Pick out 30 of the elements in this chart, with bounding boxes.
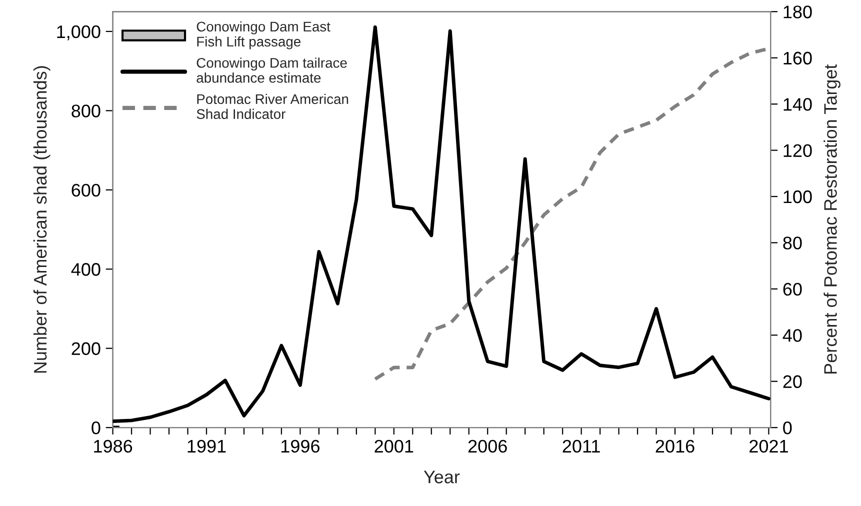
y-tick-label: 0 xyxy=(92,422,100,434)
legend-label: Potomac River American Shad Indicator xyxy=(196,94,348,120)
y-tick-label: 1,000 xyxy=(57,25,100,40)
x-tick-label: 2006 xyxy=(468,440,507,453)
x-tick-label: 2011 xyxy=(562,440,600,453)
x-tick-label: 2016 xyxy=(656,440,694,453)
y2-tick-label: 20 xyxy=(783,375,802,388)
legend-label: Conowingo Dam tailrace abundance estimate xyxy=(196,58,347,83)
x-tick-label: 1996 xyxy=(281,440,320,453)
y-tick-label: 600 xyxy=(72,184,100,197)
y2-tick-label: 0 xyxy=(783,422,792,434)
y2-tick-label: 140 xyxy=(784,98,812,111)
y-tick-label: 800 xyxy=(72,104,100,118)
legend-label: Conowingo Dam East Fish Lift passage xyxy=(196,21,330,50)
y2-tick-label: 40 xyxy=(782,329,802,342)
y-axis-title: Number of American shad (thousands) xyxy=(33,66,50,373)
x-tick-label: 2001 xyxy=(374,440,414,453)
x-tick-label: 2021 xyxy=(750,440,788,453)
y2-tick-label: 100 xyxy=(784,190,812,204)
x-axis-title: Year xyxy=(424,470,460,484)
y2-tick-label: 60 xyxy=(783,282,802,296)
x-tick-label: 1991 xyxy=(188,440,226,453)
y-tick-label: 200 xyxy=(72,342,100,356)
x-tick-label: 1986 xyxy=(94,440,132,453)
y-tick-label: 400 xyxy=(71,263,100,276)
y2-tick-label: 120 xyxy=(784,144,812,157)
y2-tick-label: 160 xyxy=(784,52,812,65)
y2-tick-label: 180 xyxy=(784,6,812,18)
y2-tick-label: 80 xyxy=(783,236,802,250)
y2-axis-title: Percent of Potomac Restoration Target xyxy=(824,64,840,374)
